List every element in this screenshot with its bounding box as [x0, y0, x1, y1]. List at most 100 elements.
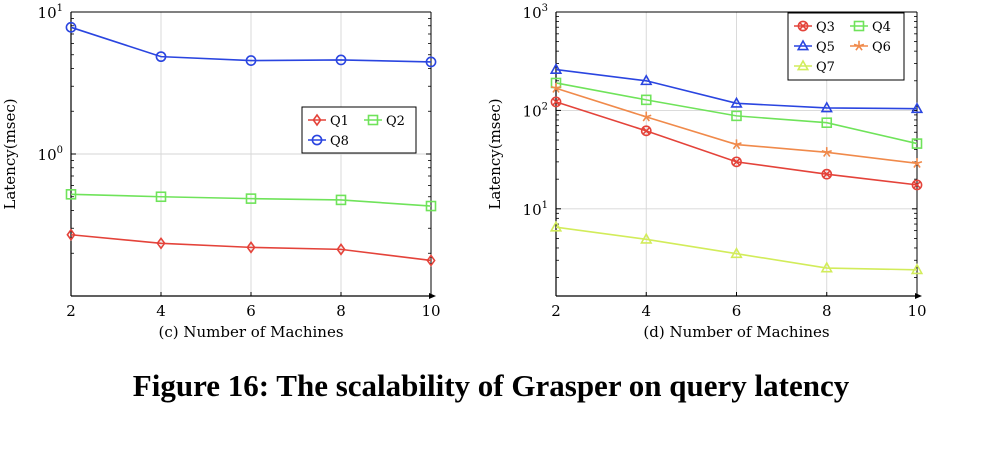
legend-item-q7: Q7 — [794, 59, 835, 75]
y-tick-label: 102 — [523, 101, 548, 120]
data-point-q6 — [550, 83, 562, 93]
legend-label: Q1 — [330, 114, 349, 129]
data-point-q2 — [335, 194, 347, 206]
legend-marker — [367, 114, 379, 126]
series-line-q2 — [70, 193, 432, 207]
data-point-q8 — [245, 55, 257, 66]
data-point-q2 — [65, 189, 77, 200]
legend-label: Q2 — [386, 114, 405, 129]
legend-item-q4: Q4 — [850, 20, 891, 35]
legend: Q3 Q4 Q5 Q6 Q7 — [787, 12, 905, 81]
x-axis-label: (c) Number of Machines — [158, 323, 343, 341]
y-tick-base: 10 — [523, 102, 542, 120]
x-tick-label: 8 — [336, 302, 346, 320]
series-line-q8 — [70, 26, 432, 63]
data-point-q4 — [731, 110, 742, 122]
data-point-q6 — [731, 139, 742, 150]
y-tick-base: 10 — [523, 201, 542, 219]
data-point-q2 — [155, 191, 167, 203]
legend-item-q2: Q2 — [364, 114, 405, 129]
legend: Q1 Q2 Q8 — [301, 106, 417, 154]
data-point-q1 — [426, 254, 436, 267]
y-tick-exponent: 0 — [57, 145, 63, 156]
y-tick-exponent: 1 — [57, 3, 63, 14]
series-line-q5 — [555, 68, 918, 110]
data-point-q8 — [155, 51, 167, 63]
x-tick-label: 8 — [822, 302, 832, 320]
data-point-q3 — [821, 168, 833, 180]
legend-marker — [796, 39, 810, 51]
x-axis-arrow — [429, 293, 436, 299]
legend-label: Q6 — [872, 40, 891, 55]
data-point-q6 — [821, 147, 832, 158]
y-tick-exponent: 3 — [542, 3, 548, 14]
y-tick-label: 101 — [38, 3, 63, 22]
legend-box — [301, 106, 417, 154]
data-point-q8 — [65, 21, 77, 33]
data-point-q6 — [641, 111, 652, 122]
legend-label: Q5 — [816, 40, 835, 55]
figure-caption: Figure 16: The scalability of Grasper on… — [132, 368, 850, 403]
legend-label: Q4 — [872, 20, 891, 35]
legend-item-q8: Q8 — [308, 134, 349, 149]
data-point-q1 — [156, 236, 166, 250]
data-point-q3 — [731, 156, 742, 168]
series-line-q4 — [555, 82, 918, 145]
legend-item-q6: Q6 — [850, 40, 891, 55]
legend-item-q3: Q3 — [794, 20, 835, 35]
data-point-q7 — [820, 261, 833, 273]
data-point-q7 — [640, 232, 653, 244]
data-point-q8 — [335, 54, 347, 66]
series-line-q1 — [70, 233, 432, 262]
legend-marker — [312, 113, 322, 127]
data-point-q1 — [246, 241, 256, 254]
y-tick-exponent: 2 — [542, 101, 548, 112]
data-point-q8 — [425, 56, 437, 68]
legend-label: Q7 — [816, 60, 835, 75]
data-point-q7 — [910, 263, 924, 275]
data-point-q6 — [911, 158, 923, 168]
data-point-q7 — [549, 220, 563, 232]
x-tick-label: 10 — [907, 302, 926, 320]
x-tick-label: 6 — [246, 302, 256, 320]
data-point-q3 — [550, 96, 562, 108]
data-point-q5 — [910, 102, 924, 114]
x-tick-label: 2 — [551, 302, 561, 320]
data-point-q5 — [640, 74, 653, 86]
legend-item-q5: Q5 — [794, 39, 835, 55]
y-tick-base: 10 — [38, 4, 57, 22]
legend-marker — [311, 134, 323, 146]
x-axis-label: (d) Number of Machines — [643, 323, 829, 341]
x-tick-label: 6 — [732, 302, 742, 320]
y-axis-label: Latency(msec) — [1, 98, 19, 209]
data-point-q2 — [245, 193, 257, 204]
data-point-q1 — [336, 243, 346, 256]
data-point-q3 — [640, 125, 652, 137]
x-tick-label: 4 — [156, 302, 166, 320]
legend-label: Q3 — [816, 20, 835, 35]
legend-label: Q8 — [330, 134, 349, 149]
series-line-q7 — [555, 226, 918, 271]
legend-item-q1: Q1 — [308, 113, 349, 129]
x-tick-label: 4 — [641, 302, 651, 320]
data-point-q5 — [820, 101, 833, 113]
data-point-q5 — [730, 96, 743, 108]
data-point-q7 — [730, 247, 743, 259]
data-point-q2 — [425, 200, 437, 212]
y-tick-base: 10 — [38, 146, 57, 164]
data-point-q4 — [911, 138, 923, 149]
data-point-q5 — [549, 62, 563, 74]
y-axis-label: Latency(msec) — [486, 98, 504, 209]
x-tick-label: 2 — [66, 302, 76, 320]
x-axis-arrow — [915, 293, 922, 299]
y-tick-exponent: 1 — [542, 200, 548, 211]
y-tick-label: 100 — [38, 145, 63, 164]
data-point-q4 — [640, 94, 652, 106]
y-tick-base: 10 — [523, 4, 542, 22]
y-tick-label: 101 — [523, 200, 548, 219]
legend-marker — [796, 59, 810, 71]
data-point-q3 — [911, 179, 923, 191]
